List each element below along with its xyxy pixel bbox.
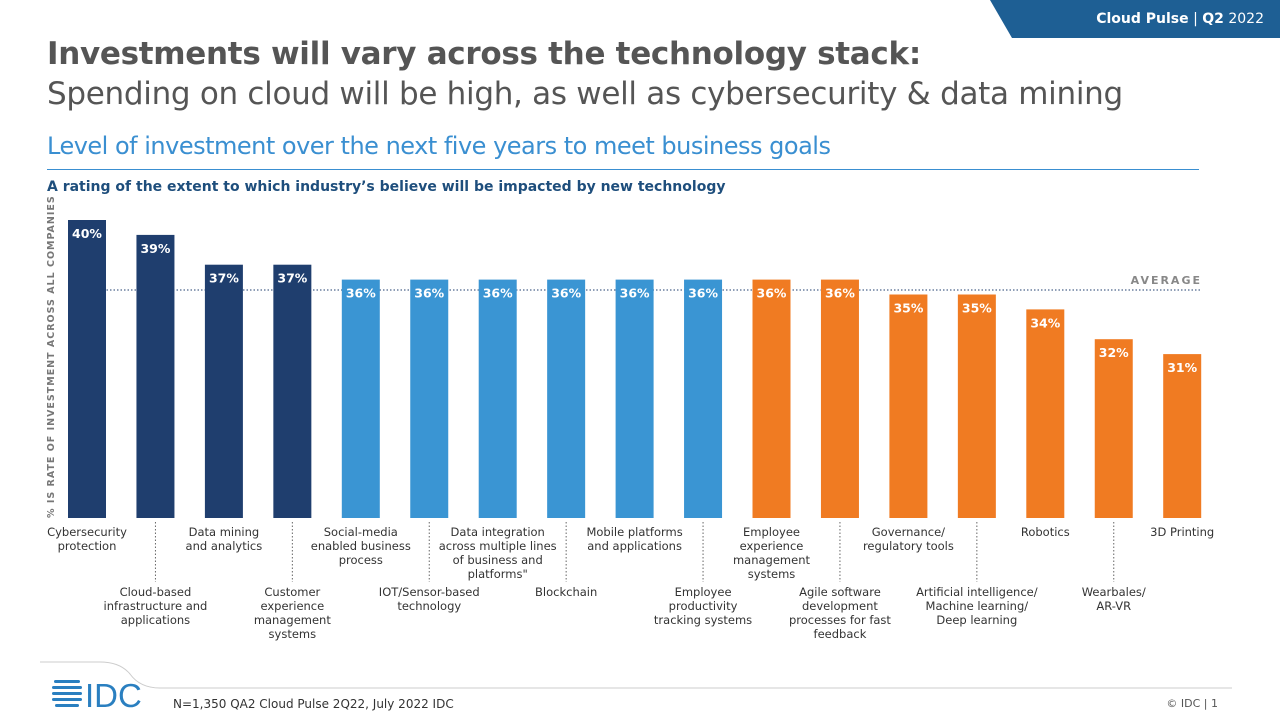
year: 2022: [1228, 11, 1264, 27]
category-label-8: Blockchain: [535, 585, 597, 599]
bar-6: [410, 279, 449, 518]
bar-10: [684, 279, 723, 518]
average-label: AVERAGE: [1131, 274, 1202, 287]
value-label-10: 36%: [688, 286, 718, 301]
category-label-9: Mobile platforms and applications: [586, 525, 682, 553]
bar-17: [1163, 354, 1202, 518]
footer-divider: [40, 661, 1232, 689]
category-label-12: Agile software development processes for f…: [789, 585, 891, 641]
bar-8: [547, 279, 586, 518]
bar-9: [615, 279, 654, 518]
bar-chart: % IS RATE OF INVESTMENT ACROSS ALL COMPA…: [46, 195, 1214, 641]
y-axis-label: % IS RATE OF INVESTMENT ACROSS ALL COMPA…: [46, 195, 57, 518]
bar-3: [204, 264, 243, 518]
bar-16: [1094, 339, 1133, 518]
category-label-2: Cloud-based infrastructure and application…: [104, 585, 208, 627]
quarter: Q2: [1202, 11, 1224, 27]
value-label-5: 36%: [346, 286, 376, 301]
category-label-14: Artificial intelligence/Machine learning…: [916, 585, 1038, 627]
value-label-15: 34%: [1030, 315, 1060, 330]
value-label-16: 32%: [1099, 345, 1129, 360]
bar-5: [341, 279, 380, 518]
category-label-6: IOT/Sensor-based technology: [379, 585, 480, 613]
bar-7: [478, 279, 517, 518]
value-label-8: 36%: [551, 286, 581, 301]
idc-logo: IDC: [52, 677, 142, 710]
bar-12: [820, 279, 859, 518]
category-label-4: Customer experience management systems: [254, 585, 332, 641]
bar-4: [273, 264, 312, 518]
category-label-5: Social-media enabled business process: [311, 525, 411, 567]
divider: [47, 169, 1199, 170]
header-tab: Cloud Pulse | Q2 2022: [990, 0, 1280, 38]
bar-13: [889, 294, 928, 518]
title-bold: Investments will vary across the technol…: [47, 36, 921, 72]
bar-14: [957, 294, 996, 518]
value-label-12: 36%: [825, 286, 855, 301]
bar-1: [68, 220, 106, 518]
value-label-4: 37%: [277, 271, 307, 286]
category-label-17: 3D Printing: [1150, 525, 1214, 539]
bar-2: [136, 234, 175, 518]
category-label-3: Data mining and analytics: [186, 525, 263, 553]
category-label-1: Cybersecurity protection: [47, 525, 127, 553]
category-label-15: Robotics: [1021, 525, 1070, 539]
svg-text:IDC: IDC: [85, 677, 142, 710]
bar-15: [1026, 309, 1065, 518]
category-label-16: Wearbales/AR-VR: [1082, 585, 1146, 613]
category-label-10: Employee productivity tracking systems: [654, 585, 752, 627]
source-note: N=1,350 QA2 Cloud Pulse 2Q22, July 2022 …: [173, 697, 454, 711]
separator: |: [1193, 11, 1198, 27]
value-label-9: 36%: [620, 286, 650, 301]
value-label-13: 35%: [893, 301, 923, 316]
section-title: Level of investment over the next five y…: [47, 132, 831, 160]
category-label-11: Employee experience management systems: [733, 525, 811, 581]
bar-11: [752, 279, 791, 518]
chart-subtitle: A rating of the extent to which industry…: [47, 179, 726, 195]
value-label-1: 40%: [72, 226, 102, 241]
value-label-7: 36%: [483, 286, 513, 301]
category-label-13: Governance/regulatory tools: [863, 525, 954, 553]
title-regular: Spending on cloud will be high, as well …: [47, 76, 1123, 112]
value-label-14: 35%: [962, 301, 992, 316]
copyright: © IDC | 1: [1166, 697, 1218, 710]
brand: Cloud Pulse: [1096, 11, 1189, 27]
value-label-17: 31%: [1167, 360, 1197, 375]
value-label-2: 39%: [140, 241, 170, 256]
value-label-11: 36%: [757, 286, 787, 301]
value-label-3: 37%: [209, 271, 239, 286]
category-label-7: Data integration across multiple lines of …: [439, 525, 557, 581]
value-label-6: 36%: [414, 286, 444, 301]
